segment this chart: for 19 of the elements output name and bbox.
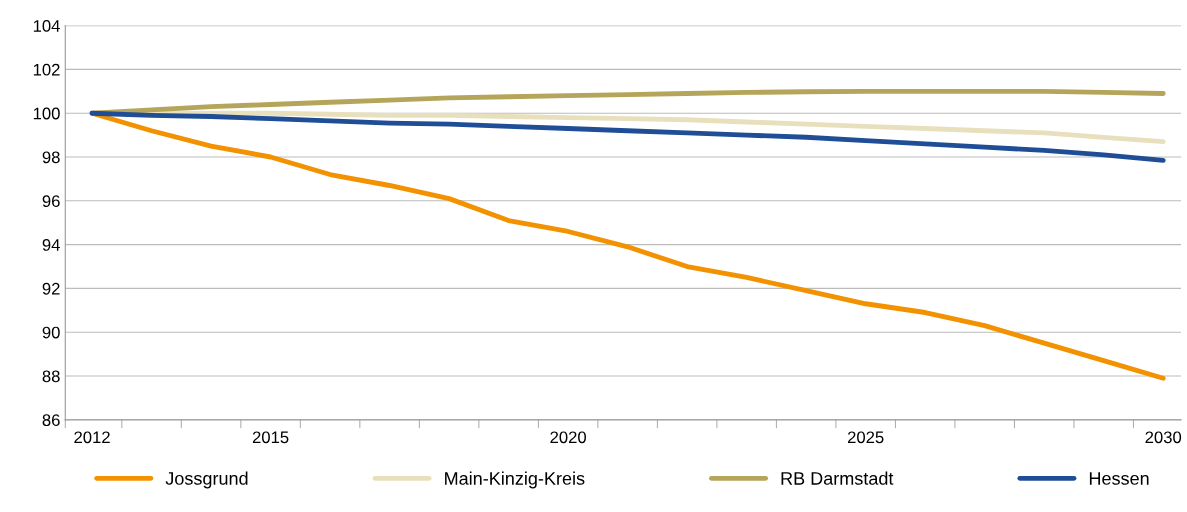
legend-label: RB Darmstadt bbox=[781, 471, 894, 485]
y-tick-label: 86 bbox=[42, 414, 60, 427]
legend-label: Main-Kinzig-Kreis bbox=[445, 471, 585, 489]
x-tick-label: 2012 bbox=[74, 431, 110, 444]
y-tick-label: 88 bbox=[42, 370, 60, 383]
y-tick-label: 100 bbox=[33, 107, 60, 120]
x-tick-label: 2020 bbox=[550, 431, 587, 444]
y-tick-label: 102 bbox=[33, 63, 60, 76]
legend-label: Jossgrund bbox=[165, 471, 248, 489]
y-tick-label: 92 bbox=[42, 282, 60, 295]
y-tick-label: 90 bbox=[42, 326, 60, 339]
y-tick-label: 104 bbox=[33, 20, 60, 32]
x-tick-label: 2015 bbox=[252, 431, 289, 444]
x-tick-label: 2025 bbox=[847, 431, 884, 444]
x-tick-label: 2030 bbox=[1145, 431, 1182, 444]
y-tick-label: 96 bbox=[42, 195, 60, 208]
y-tick-label: 98 bbox=[42, 151, 60, 164]
y-tick-label: 94 bbox=[42, 239, 60, 251]
legend-label: Hessen bbox=[1089, 472, 1149, 485]
